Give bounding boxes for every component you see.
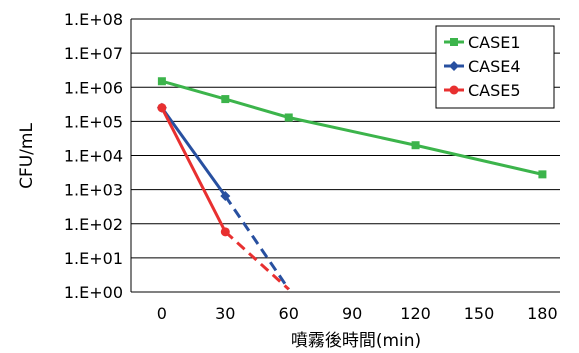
legend-item-case4: CASE4 [444,57,521,76]
marker-case1 [538,170,547,179]
y-tick-label: 1.E+06 [64,78,123,97]
legend-item-case1: CASE1 [444,33,521,52]
y-tick-label: 1.E+08 [64,10,123,29]
marker-legend-case4 [449,61,459,71]
x-tick-label: 0 [157,304,167,323]
y-tick-label: 1.E+03 [64,181,123,200]
x-tick-label: 60 [279,304,299,323]
x-tick-label: 180 [527,304,558,323]
x-tick-label: 30 [215,304,235,323]
series-case1 [157,77,547,179]
y-tick-label: 1.E+04 [64,147,123,166]
legend-label: CASE4 [468,57,521,76]
y-axis-title: CFU/mL [17,123,37,189]
legend-label: CASE1 [468,33,521,52]
legend: CASE1 CASE4 CASE5 [435,25,555,109]
series-line-case4 [160,106,227,197]
y-tick-label: 1.E+00 [64,283,123,302]
axes [130,19,560,293]
series-dashed-case4 [224,195,290,291]
series-case4 [156,102,290,291]
marker-case1 [221,95,230,104]
y-tick-label: 1.E+02 [64,215,123,234]
marker-case1 [284,113,293,122]
series-line-case5 [160,107,227,233]
y-tick-label: 1.E+01 [64,249,123,268]
x-tick-label: 120 [400,304,431,323]
series-case5 [157,103,290,291]
marker-legend-case1 [450,38,458,46]
marker-case1 [411,141,420,150]
tick-labels: 1.E+00 1.E+01 1.E+02 1.E+03 1.E+04 1.E+05 1.E+… [64,10,558,323]
legend-label: CASE5 [468,81,521,100]
y-tick-label: 1.E+07 [64,44,123,63]
series-layer [156,77,547,291]
x-axis-title: 噴霧後時間(min) [291,331,421,351]
x-tick-label: 150 [464,304,495,323]
y-tick-label: 1.E+05 [64,112,123,131]
marker-case4 [220,191,231,202]
marker-legend-case5 [449,85,459,95]
marker-case5 [157,103,167,113]
marker-case1 [157,77,166,86]
marker-case5 [220,227,230,237]
legend-item-case5: CASE5 [444,81,521,100]
x-tick-label: 90 [342,304,362,323]
series-dashed-case5 [224,230,290,291]
